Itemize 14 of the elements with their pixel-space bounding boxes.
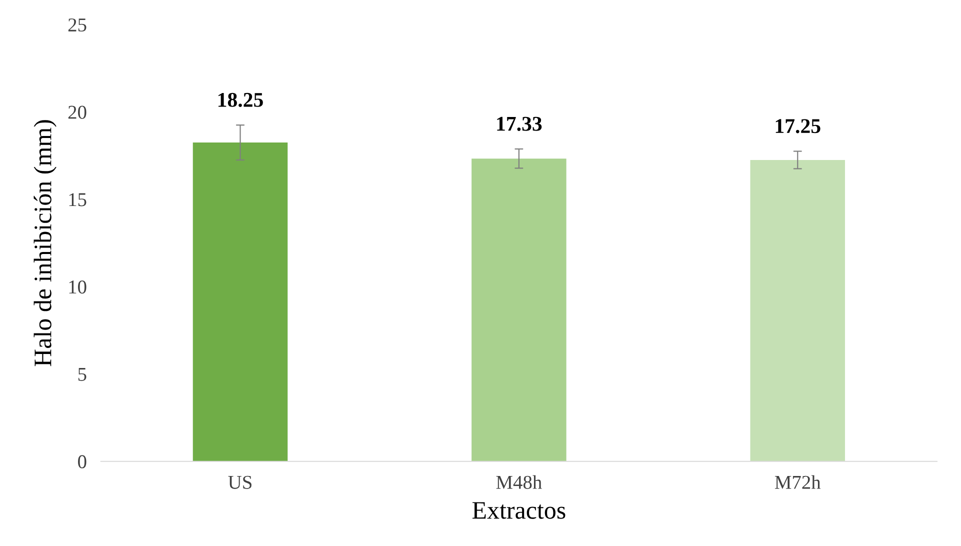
- y-tick-label: 0: [78, 455, 86, 468]
- x-axis-title: Extractos: [472, 502, 566, 519]
- x-tick-label: M72h: [774, 475, 821, 489]
- x-tick-label: US: [228, 476, 252, 489]
- x-tick-label: M48h: [496, 475, 542, 489]
- y-tick-label: 10: [69, 280, 86, 294]
- y-tick-label: 20: [68, 106, 86, 119]
- data-label: 17.33: [497, 116, 542, 131]
- y-tick-label: 5: [78, 368, 86, 381]
- y-tick-label: 25: [68, 18, 86, 32]
- y-axis-title: Halo de inhibición (mm): [34, 120, 56, 366]
- data-label: 17.25: [776, 119, 820, 134]
- y-tick-label: 15: [69, 193, 86, 206]
- data-label: 18.25: [218, 92, 263, 108]
